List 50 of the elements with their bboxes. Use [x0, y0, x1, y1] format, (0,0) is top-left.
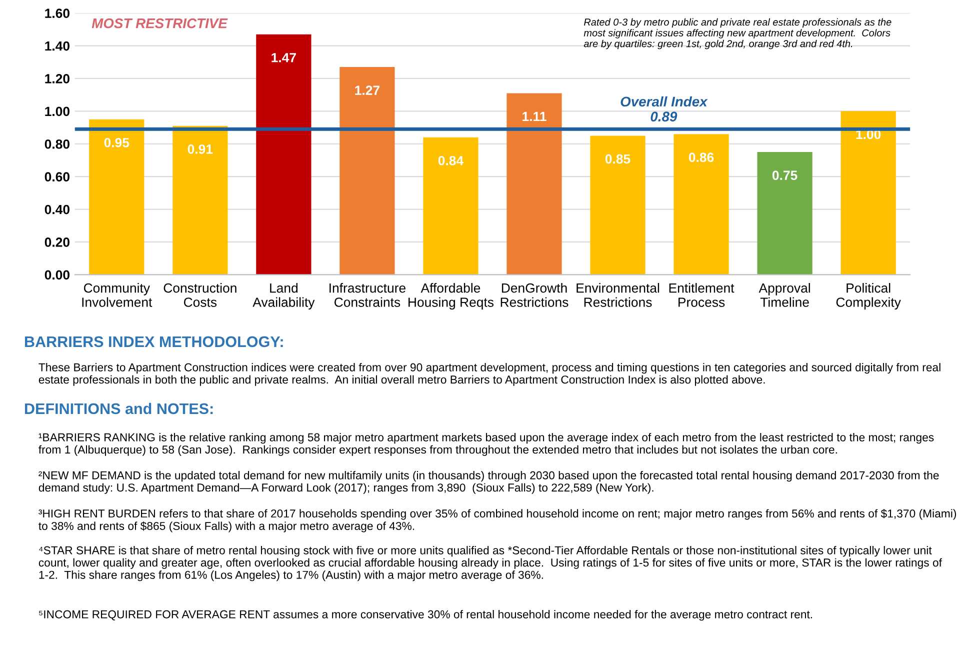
- y-tick-label: 0.40: [44, 204, 70, 214]
- bar: [256, 34, 312, 275]
- text: ⁴STAR SHARE is that share of metro rental housing stock with five or more units qualified as *Second-Tier Affordable Rentals or those non-institutional sites of typically lower unit count, lower quality and greater age, often overlooked as crucial affordable housing already in place. Using ratings of 1-5 for sites of five units or more, STAR is the lower ratings of 1-2. This share ranges from 61% (Los Angeles) to 17% (Austin) with a major metro average of 36%.: [38, 546, 942, 582]
- bar: [590, 136, 646, 275]
- text: These Barriers to Apartment Construction indices were created from over 90 apartment development, process and timing questions in ten categories and sourced digitally from real estate professionals in both the public and private realms. An initial overall metro Barriers to Apartment Construction Index is also plotted above.: [38, 363, 940, 386]
- y-tick-label: 0.00: [44, 270, 70, 280]
- y-tick-label: 0.80: [44, 139, 70, 149]
- x-tick-label: Approval Timeline: [758, 283, 810, 307]
- bar: [840, 111, 896, 275]
- text: ⁵INCOME REQUIRED FOR AVERAGE RENT assumes a more conservative 30% of rental household income needed for the average metro contract rent.: [39, 610, 812, 621]
- x-tick-label: Political Complexity: [836, 283, 901, 310]
- x-tick-label: Land Availability: [252, 283, 315, 310]
- data-label: 0.91: [188, 144, 213, 154]
- x-tick-label: Infrastructure Constraints: [330, 283, 406, 307]
- annotation: Rated 0-3 by metro public and private real estate professionals as the most significant issues affecting new apartment development. Colors are by quartiles: green 1st, gold 2nd, orange 3rd and red 4th.: [584, 18, 892, 50]
- y-tick-label: 1.60: [45, 8, 70, 18]
- bar: [674, 134, 729, 275]
- x-tick-label: DenGrowth Restrictions: [500, 283, 568, 307]
- text: DEFINITIONS and NOTES:: [25, 402, 213, 414]
- data-label: 1.11: [522, 112, 546, 122]
- y-tick-label: 1.20: [45, 74, 70, 84]
- data-label: 0.75: [772, 170, 798, 180]
- text: ²NEW MF DEMAND is the updated total demand for new multifamily units (in thousands) through 2030 based upon the forecasted total rental housing demand 2017-2030 from the demand study: U.S. Apartment Demand—A Forward Look (2017); ranges from 3,890 (Sioux Falls) to 222,589 (New York).: [38, 471, 939, 494]
- ref-line-label: Overall Index 0.89: [620, 96, 708, 122]
- annotation: MOST RESTRICTIVE: [92, 18, 228, 28]
- data-label: 0.95: [104, 138, 130, 148]
- data-label: 1.27: [355, 86, 380, 95]
- y-tick-label: 0.60: [44, 172, 70, 182]
- data-label: 0.85: [605, 154, 630, 164]
- x-tick-label: Entitlement Process: [669, 283, 734, 307]
- data-label: 0.86: [688, 152, 714, 162]
- data-label: 1.47: [272, 53, 296, 62]
- x-tick-label: Affordable Housing Reqts: [408, 283, 494, 310]
- y-tick-label: 1.40: [45, 41, 70, 51]
- bar: [89, 119, 144, 275]
- y-tick-label: 1.00: [45, 106, 70, 116]
- x-tick-label: Community Involvement: [82, 283, 152, 307]
- bar: [757, 152, 812, 275]
- text: ¹BARRIERS RANKING is the relative ranking among 58 major metro apartment markets based upon the average index of each metro from the least restricted to the most; ranges from 1 (Albuquerque) to 58 (San Jose). Rankings consider expert responses from throughout the extended metro that includes but not isolates the urban core.: [38, 433, 934, 456]
- data-label: 0.84: [438, 156, 464, 166]
- y-tick-label: 0.20: [44, 238, 70, 247]
- text: BARRIERS INDEX METHODOLOGY:: [25, 336, 283, 348]
- bar: [340, 67, 395, 275]
- x-tick-label: Construction Costs: [164, 283, 236, 307]
- bar: [172, 126, 228, 275]
- x-tick-label: Environmental Restrictions: [576, 283, 660, 307]
- text: ³HIGH RENT BURDEN refers to that share of 2017 households spending over 35% of combined household income on rent; major metro ranges from 56% and rents of $1,370 (Miami) to 38% and rents of $865 (Sioux Falls) with a major metro average of 43%.: [38, 509, 956, 532]
- bar: [506, 93, 562, 275]
- bar: [423, 137, 478, 275]
- data-label: 1.00: [856, 130, 881, 140]
